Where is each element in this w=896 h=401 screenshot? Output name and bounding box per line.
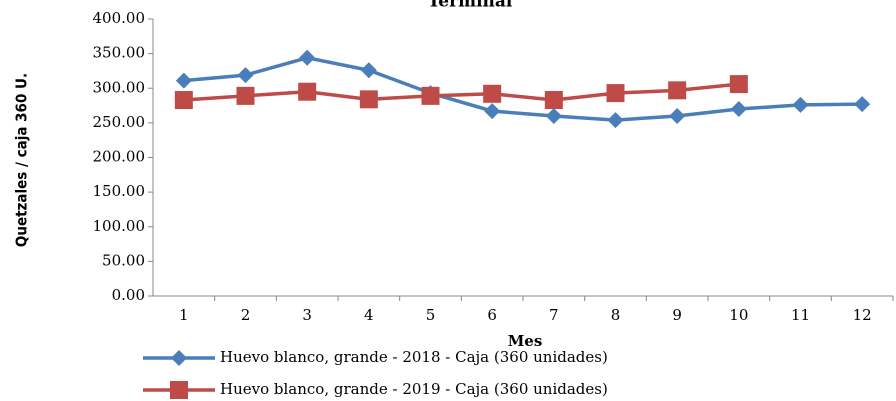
y-tick-label: 0.00 <box>112 286 145 304</box>
x-tick-label: 10 <box>729 306 748 324</box>
y-tick-label: 250.00 <box>93 113 146 131</box>
marker <box>171 350 187 366</box>
marker <box>299 49 316 66</box>
x-tick-label: 3 <box>302 306 312 324</box>
x-tick-label: 5 <box>426 306 436 324</box>
marker <box>175 72 192 89</box>
x-tick-label: 11 <box>791 306 810 324</box>
y-tick-label: 50.00 <box>102 251 145 269</box>
y-tick-label: 150.00 <box>93 182 146 200</box>
marker <box>606 84 625 103</box>
marker <box>484 103 501 120</box>
marker <box>483 84 502 103</box>
marker <box>236 86 255 105</box>
marker <box>174 91 193 110</box>
x-axis-label: Mes <box>508 332 543 350</box>
marker <box>359 90 378 109</box>
marker <box>730 101 747 118</box>
marker <box>237 67 254 84</box>
y-tick-label: 200.00 <box>93 148 146 166</box>
x-tick-label: 4 <box>364 306 374 324</box>
x-tick-label: 8 <box>611 306 621 324</box>
marker <box>668 81 687 100</box>
x-tick-label: 12 <box>853 306 872 324</box>
marker <box>545 107 562 124</box>
marker <box>298 82 317 101</box>
x-tick-label: 9 <box>672 306 682 324</box>
marker <box>669 107 686 124</box>
y-tick-label: 350.00 <box>93 44 146 62</box>
legend-label: Huevo blanco, grande - 2018 - Caja (360 … <box>220 348 608 366</box>
x-tick-label: 2 <box>241 306 251 324</box>
marker <box>792 96 809 113</box>
marker <box>360 62 377 79</box>
x-tick-label: 6 <box>487 306 497 324</box>
y-tick-label: 100.00 <box>93 217 146 235</box>
marker <box>607 112 624 129</box>
x-tick-label: 7 <box>549 306 559 324</box>
series-line <box>183 55 863 122</box>
marker <box>544 91 563 110</box>
x-tick-label: 1 <box>179 306 189 324</box>
marker <box>854 96 871 113</box>
marker <box>729 75 748 94</box>
y-tick-label: 300.00 <box>93 78 146 96</box>
legend-label: Huevo blanco, grande - 2019 - Caja (360 … <box>220 380 608 398</box>
series-line <box>183 82 740 102</box>
y-axis-label: Quetzales / caja 360 U. <box>13 73 31 247</box>
marker <box>421 86 440 105</box>
marker <box>170 381 188 399</box>
y-tick-label: 400.00 <box>93 9 146 27</box>
chart-title: Terminal <box>428 0 513 12</box>
